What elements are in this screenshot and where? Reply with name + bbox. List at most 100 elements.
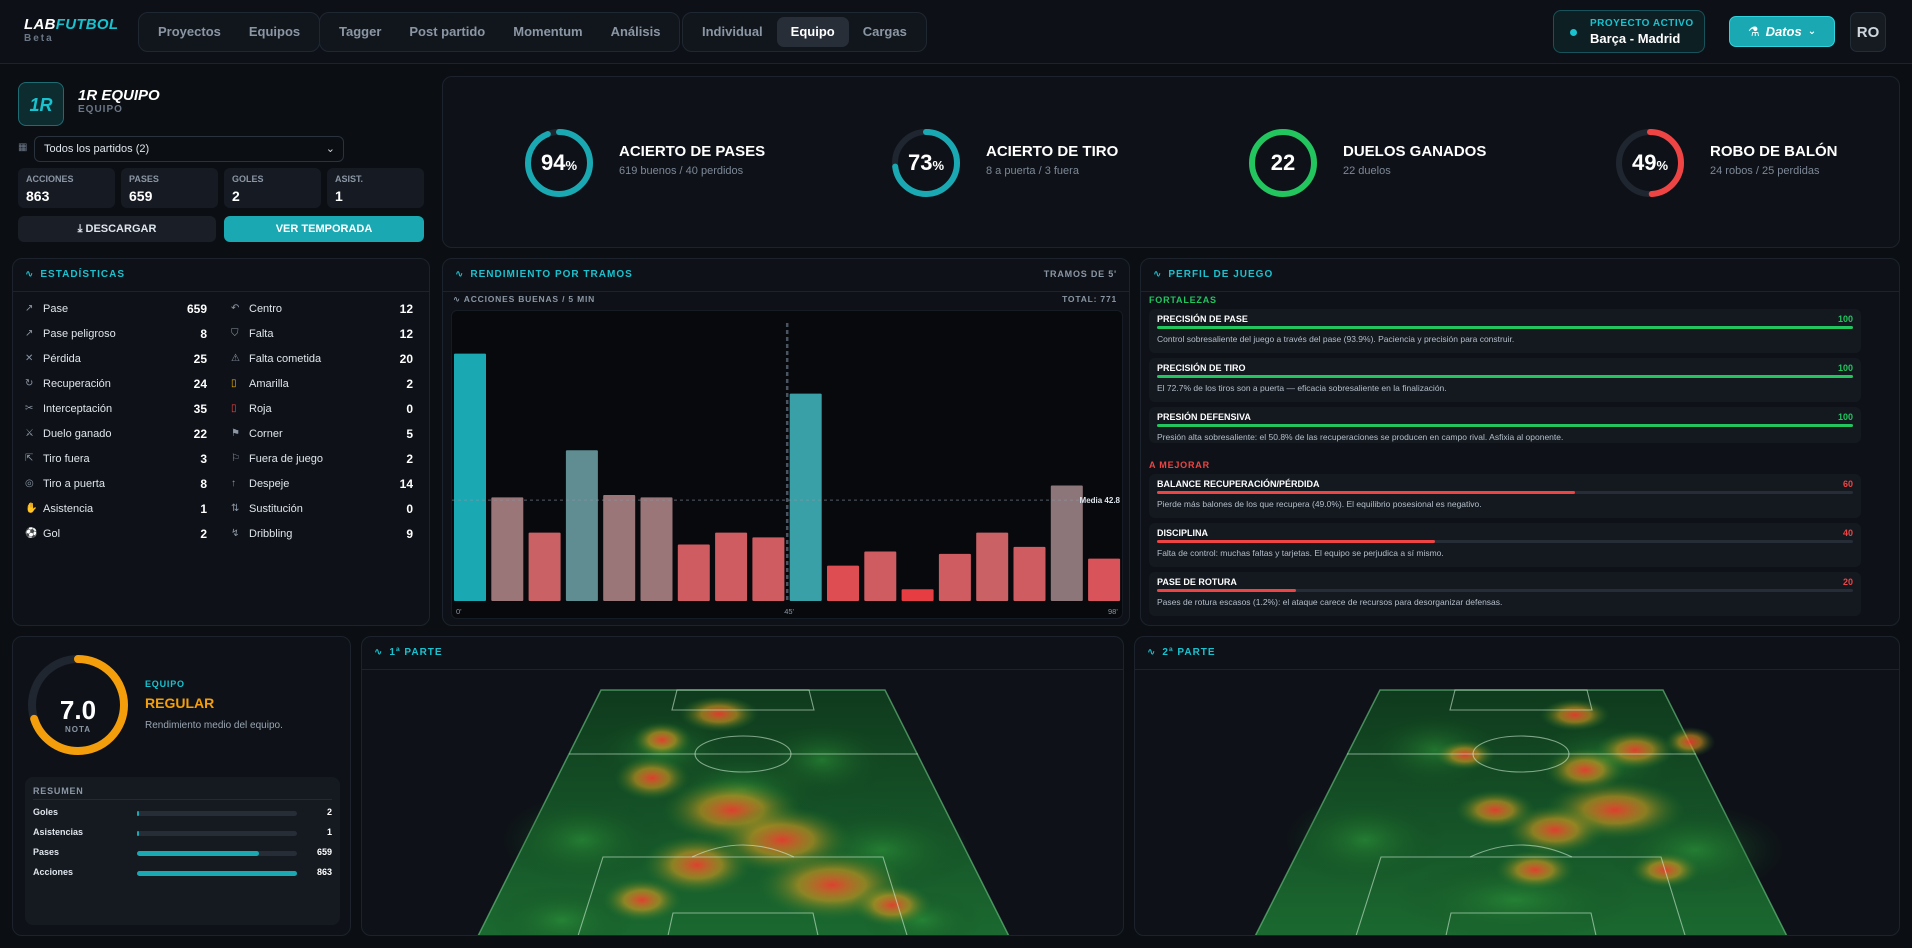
intercept-icon: ✂: [25, 403, 34, 414]
nav-proyectos[interactable]: Proyectos: [158, 24, 221, 39]
profile-row: PRECISIÓN DE PASE 100 Control sobresalient…: [1149, 309, 1861, 353]
nav-momentum[interactable]: Momentum: [513, 24, 583, 39]
bar[interactable]: [491, 497, 524, 601]
bar[interactable]: [677, 544, 710, 601]
active-project[interactable]: PROYECTO ACTIVO Barça - Madrid: [1553, 10, 1705, 53]
bar[interactable]: [752, 537, 785, 601]
yellow-card-icon: ▯: [231, 378, 237, 389]
nav-group-tools: Tagger Post partido Momentum Análisis: [319, 12, 681, 52]
stat-pases: PASES 659: [121, 168, 218, 208]
bar[interactable]: [565, 450, 598, 601]
nav-tagger[interactable]: Tagger: [339, 24, 382, 39]
bar[interactable]: [1050, 485, 1083, 601]
user-avatar[interactable]: RO: [1850, 12, 1886, 52]
bar[interactable]: [603, 494, 636, 601]
nav-cargas[interactable]: Cargas: [862, 24, 907, 39]
nav-equipos[interactable]: Equipos: [248, 24, 301, 39]
bar[interactable]: [1088, 558, 1121, 601]
stat-label: Tiro fuera: [43, 453, 90, 465]
bar[interactable]: [864, 551, 897, 601]
brand-logo[interactable]: LABFUTBOL: [24, 16, 119, 33]
profile-card: ∿ PERFIL DE JUEGO FORTALEZAS PRECISIÓN DE…: [1140, 258, 1900, 626]
stat-value: 20: [399, 352, 413, 366]
bar[interactable]: [715, 532, 748, 601]
profile-row-title: BALANCE RECUPERACIÓN/PÉRDIDA: [1157, 479, 1320, 489]
stat-value: 8: [200, 477, 207, 491]
chart-area: Media 42.8 0' 45' 98': [451, 310, 1123, 619]
bar[interactable]: [976, 532, 1009, 601]
stat-label: Pérdida: [43, 353, 81, 365]
profile-row-score: 100: [1837, 314, 1853, 324]
nav-post-partido[interactable]: Post partido: [409, 24, 486, 39]
rating-ring: [28, 655, 128, 755]
target-icon: ◎: [25, 478, 34, 489]
profile-row-score: 20: [1842, 577, 1853, 587]
chevron-down-icon: ⌄: [325, 143, 335, 155]
match-filter-select[interactable]: Todos los partidos (2) ⌄: [34, 136, 344, 162]
stat-row: ⚠ Falta cometida 20: [231, 352, 413, 378]
bar[interactable]: [938, 553, 971, 601]
kpi-ring-arc: [1249, 129, 1317, 197]
bar[interactable]: [789, 393, 822, 601]
view-season-button[interactable]: VER TEMPORADA: [224, 216, 424, 242]
datos-button[interactable]: ⚗ Datos ⌄: [1729, 16, 1835, 47]
dribble-icon: ↯: [231, 528, 240, 539]
shield-icon: ⛉: [231, 328, 239, 339]
activity-icon: ∿: [25, 269, 35, 280]
team-name: 1R EQUIPO: [78, 87, 160, 104]
profile-row-score: 60: [1842, 479, 1853, 489]
stat-value: 24: [193, 377, 207, 391]
bar[interactable]: [901, 589, 934, 601]
profile-row-desc: Presión alta sobresaliente: el 50.8% de …: [1157, 432, 1564, 442]
heatmap-second-title: ∿ 2ª PARTE: [1147, 647, 1216, 658]
corner-arrow-icon: ↶: [231, 303, 240, 314]
summary-value: 659: [316, 847, 332, 857]
flag-icon: ⚑: [231, 428, 240, 439]
bar[interactable]: [454, 353, 486, 601]
kpi-value: 73%: [907, 150, 945, 175]
profile-row-bar: [1157, 326, 1853, 329]
profile-row: PASE DE ROTURA 20 Pases de rotura escasos …: [1149, 572, 1861, 616]
profile-row-title: PRESIÓN DEFENSIVA: [1157, 412, 1251, 422]
nav-equipo[interactable]: Equipo: [776, 17, 849, 47]
stat-label: Tiro a puerta: [43, 478, 105, 490]
rating-kicker: EQUIPO: [145, 679, 185, 689]
refresh-icon: ↻: [25, 378, 34, 389]
stat-label: Dribbling: [249, 528, 293, 540]
kpi-ring: [1249, 129, 1317, 197]
download-button[interactable]: ⤓ DESCARGAR: [18, 216, 216, 242]
stat-row: ⇅ Sustitución 0: [231, 502, 413, 528]
stat-value: 1: [200, 502, 207, 516]
summary-row: Asistencias 1: [33, 827, 332, 841]
performance-title: ∿ RENDIMIENTO POR TRAMOS: [455, 269, 633, 280]
summary-bar: [137, 871, 297, 876]
profile-row-score: 100: [1837, 412, 1853, 422]
stat-label: Asistencia: [43, 503, 94, 515]
rating-grade: REGULAR: [145, 695, 215, 711]
stat-row: ⇱ Tiro fuera 3: [25, 452, 207, 478]
x-tick-label: 98': [1108, 607, 1118, 616]
stat-row: ↯ Dribbling 9: [231, 527, 413, 553]
profile-row-desc: El 72.7% de los tiros son a puerta — efi…: [1157, 383, 1447, 393]
stat-label: Corner: [249, 428, 283, 440]
stat-row: ⚑ Corner 5: [231, 427, 413, 453]
profile-row-desc: Control sobresaliente del juego a través…: [1157, 334, 1515, 344]
profile-row-bar-fill: [1157, 375, 1853, 378]
profile-row-title: DISCIPLINA: [1157, 528, 1209, 538]
summary-label: Pases: [33, 847, 60, 857]
summary-bar: [137, 831, 297, 836]
stat-value: 14: [399, 477, 413, 491]
bar[interactable]: [640, 497, 673, 601]
stat-row: ▯ Roja 0: [231, 402, 413, 428]
nav-analisis[interactable]: Análisis: [610, 24, 661, 39]
stat-row: ✋ Asistencia 1: [25, 502, 207, 528]
rating-card: 7.0 NOTA EQUIPO REGULAR Rendimiento medi…: [12, 636, 351, 936]
stat-row: ↻ Recuperación 24: [25, 377, 207, 403]
bar[interactable]: [827, 565, 859, 601]
bar[interactable]: [528, 532, 561, 601]
nav-individual[interactable]: Individual: [702, 24, 763, 39]
up-arrow-icon: ↑: [231, 478, 236, 489]
summary-label: Acciones: [33, 867, 74, 877]
bar[interactable]: [1013, 546, 1046, 601]
pitch-heatmap-first: [477, 689, 1010, 935]
